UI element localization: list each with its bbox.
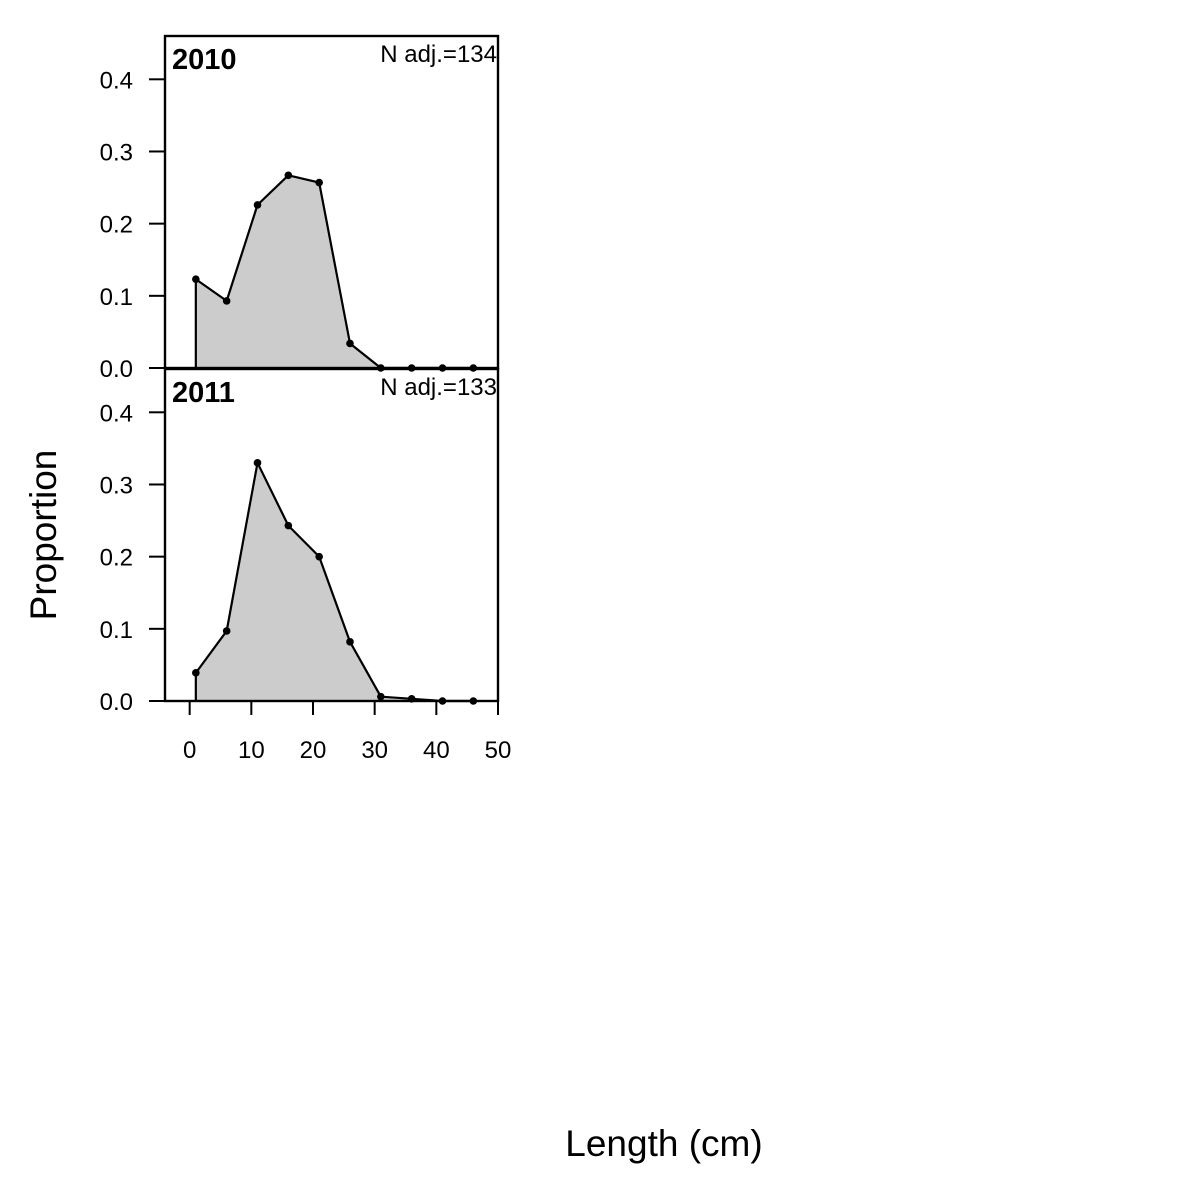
x-tick-label-40: 40 (423, 737, 450, 764)
y-tick-label-2010-4: 0.4 (100, 67, 133, 94)
panel-2010: 0.0 0.1 0.2 0.3 0.4 2010 N adj.=134 (100, 34, 500, 383)
panel-2011: 0.0 0.1 0.2 0.3 0.4 2011 N adj.=133 (100, 367, 500, 716)
x-axis-title: Length (cm) (565, 1123, 762, 1164)
y-tick-label-2010-0: 0.0 (100, 356, 133, 383)
data-point-2011-21 (315, 552, 323, 561)
x-tick-label-20: 20 (300, 737, 327, 764)
y-tick-label-2010-1: 0.1 (100, 284, 133, 311)
panel-frame-2011 (163, 367, 500, 703)
data-point-2010-21 (315, 178, 323, 187)
data-point-2011-26 (346, 638, 354, 646)
x-tick-label-30: 30 (361, 737, 388, 764)
y-axis-title: Proportion (23, 450, 64, 621)
panel-n-label-2010: N adj.=134 (380, 41, 497, 68)
y-tick-label-2010-2: 0.2 (100, 212, 133, 239)
y-tick-label-2011-4: 0.4 (100, 400, 133, 427)
area-fill-2011 (195, 462, 474, 701)
y-tick-label-2011-1: 0.1 (100, 617, 133, 644)
panel-n-label-2011: N adj.=133 (380, 374, 497, 401)
area-fill-2010 (195, 175, 474, 368)
panel-year-label-2010: 2010 (172, 44, 237, 76)
data-point-2011-11 (253, 459, 262, 467)
x-axis: 0 10 20 30 40 50 (183, 701, 511, 764)
data-point-2010-26 (346, 339, 354, 348)
data-point-2011-31 (377, 692, 385, 701)
data-point-2010-11 (253, 201, 262, 209)
data-point-2010-6 (222, 297, 231, 305)
y-tick-label-2010-3: 0.3 (100, 139, 133, 166)
data-point-2010-1 (192, 275, 200, 284)
data-point-2011-6 (222, 627, 231, 635)
data-point-2010-16 (284, 171, 293, 180)
x-tick-label-10: 10 (238, 737, 265, 764)
panel-year-label-2011: 2011 (172, 377, 235, 409)
data-point-2011-16 (284, 521, 293, 530)
x-tick-label-50: 50 (485, 737, 512, 764)
y-tick-label-2011-2: 0.2 (100, 545, 133, 572)
y-tick-label-2011-0: 0.0 (100, 689, 133, 716)
data-point-2011-1 (192, 669, 200, 677)
y-tick-label-2011-3: 0.3 (100, 472, 133, 499)
x-tick-label-0: 0 (183, 737, 196, 764)
